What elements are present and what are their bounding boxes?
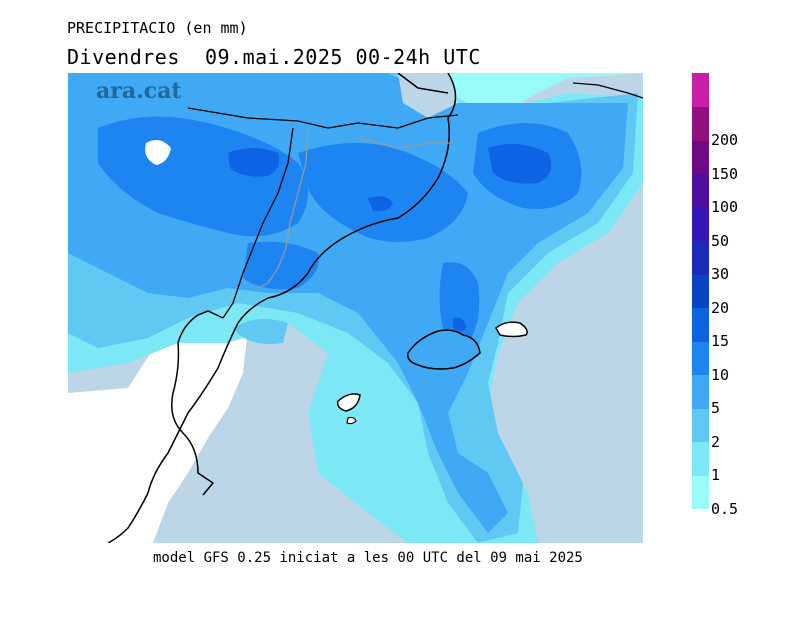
legend-label: 30 bbox=[711, 265, 730, 284]
precipitation-legend bbox=[692, 73, 709, 510]
island-menorca bbox=[495, 321, 528, 338]
island-ibiza bbox=[336, 393, 361, 412]
legend-label: 10 bbox=[711, 365, 730, 384]
legend-swatch bbox=[692, 207, 709, 242]
legend-label: 100 bbox=[711, 198, 739, 217]
legend-label: 20 bbox=[711, 298, 730, 317]
island-mallorca bbox=[406, 329, 481, 370]
legend-label: 0.5 bbox=[711, 500, 739, 518]
legend-swatch bbox=[692, 408, 709, 443]
precipitation-map bbox=[68, 73, 643, 543]
legend-swatch bbox=[692, 106, 709, 141]
legend-swatch bbox=[692, 173, 709, 208]
legend-swatch bbox=[692, 441, 709, 476]
chart-title-variable: PRECIPITACIO (en mm) bbox=[67, 19, 248, 37]
legend-label: 5 bbox=[711, 399, 721, 418]
region-borders bbox=[257, 127, 453, 289]
legend-label: 2 bbox=[711, 432, 721, 451]
legend-label: 1 bbox=[711, 466, 721, 485]
chart-title-date: Divendres 09.mai.2025 00-24h UTC bbox=[67, 45, 481, 69]
legend-swatch bbox=[692, 307, 709, 342]
legend-swatch bbox=[692, 73, 709, 108]
legend-label: 200 bbox=[711, 131, 739, 150]
legend-swatch bbox=[692, 240, 709, 275]
legend-label: 15 bbox=[711, 332, 730, 351]
precip-level-5 bbox=[228, 144, 552, 332]
legend-label: 150 bbox=[711, 164, 739, 183]
island-formentera bbox=[346, 416, 357, 425]
legend-swatch bbox=[692, 274, 709, 309]
legend-swatch bbox=[692, 475, 709, 510]
legend-swatch bbox=[692, 341, 709, 376]
legend-swatch bbox=[692, 140, 709, 175]
dry-patch-north bbox=[145, 139, 171, 165]
coastlines bbox=[107, 73, 457, 543]
legend-label: 50 bbox=[711, 231, 730, 250]
model-info: model GFS 0.25 iniciat a les 00 UTC del … bbox=[153, 550, 583, 566]
dry-land bbox=[68, 313, 248, 543]
legend-swatch bbox=[692, 374, 709, 409]
borders bbox=[187, 82, 643, 319]
brand-logo: ara.cat bbox=[96, 78, 182, 104]
